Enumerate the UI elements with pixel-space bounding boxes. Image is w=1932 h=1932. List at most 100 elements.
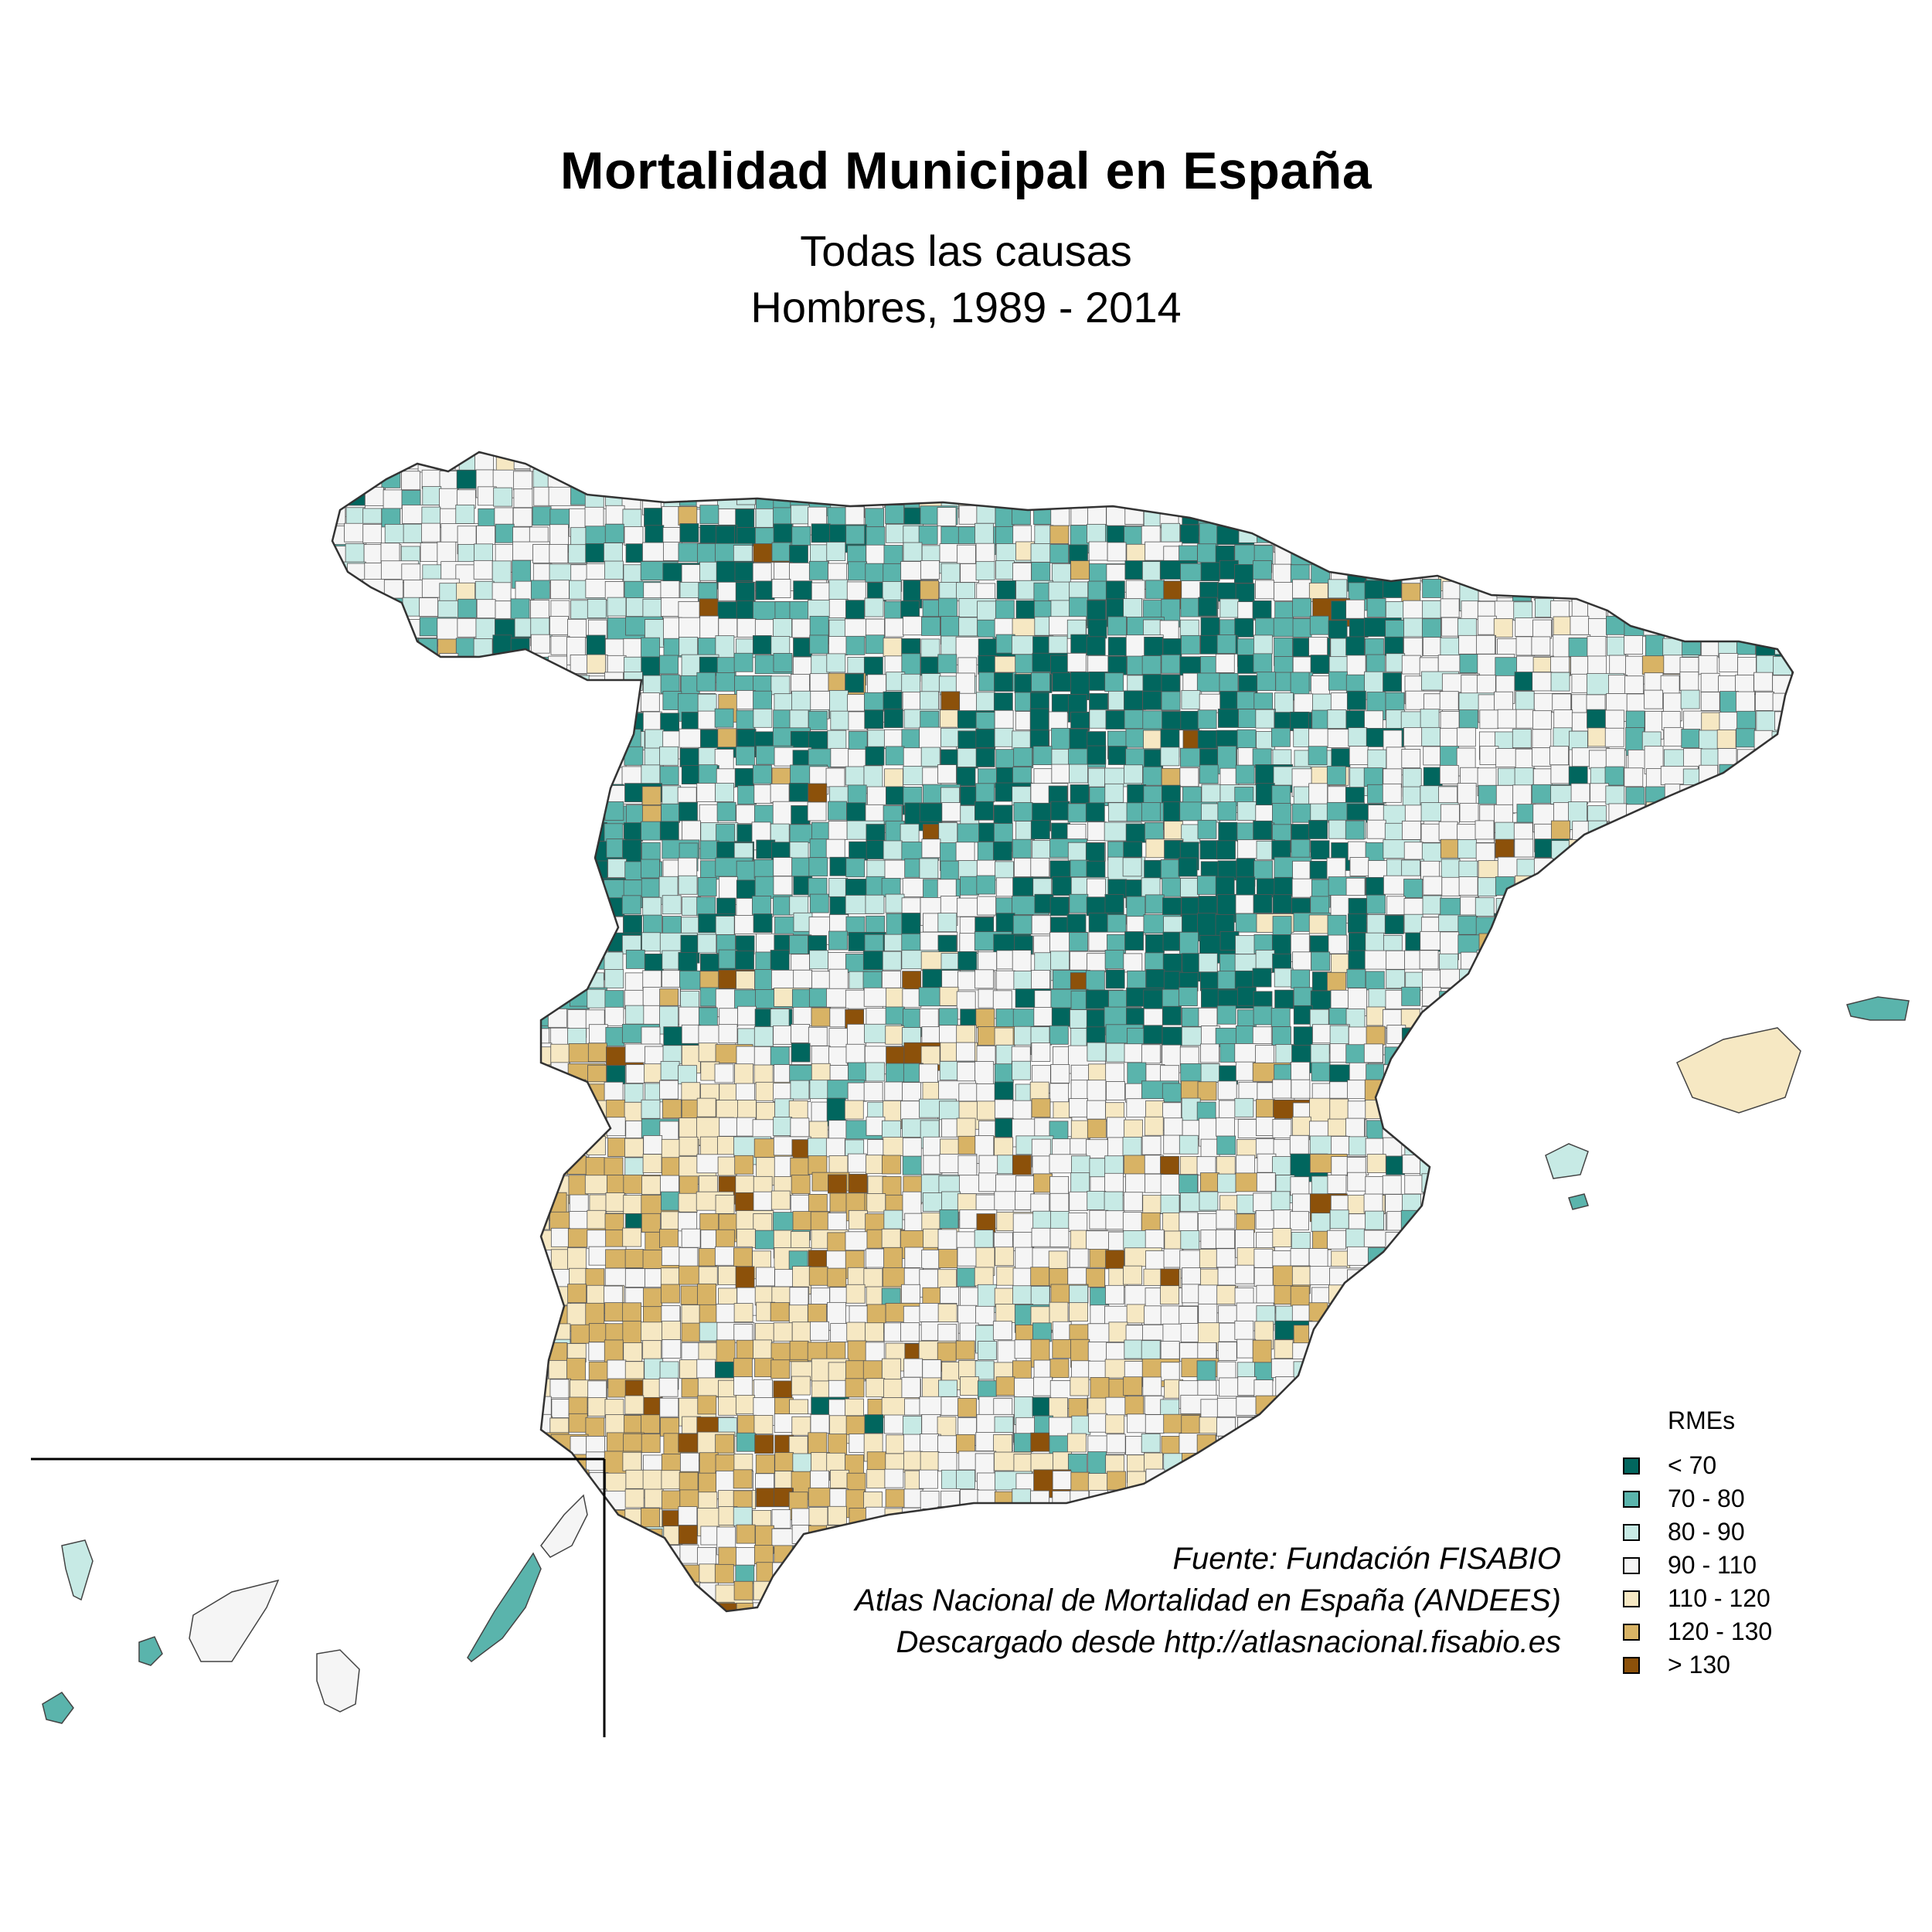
municipality — [495, 1155, 515, 1175]
municipality — [607, 859, 627, 878]
municipality — [1679, 1361, 1699, 1381]
municipality — [1515, 1321, 1534, 1351]
municipality — [1385, 1232, 1405, 1251]
municipality — [1441, 876, 1461, 896]
municipality — [1161, 654, 1181, 674]
municipality — [400, 1154, 420, 1174]
municipality — [345, 656, 384, 676]
municipality — [1604, 1192, 1624, 1213]
municipality — [994, 1027, 1014, 1047]
municipality — [679, 801, 698, 821]
municipality — [1660, 675, 1680, 695]
municipality — [1275, 470, 1295, 490]
municipality — [1516, 804, 1536, 824]
municipality — [494, 1230, 532, 1250]
municipality — [363, 452, 402, 470]
municipality — [308, 1543, 326, 1562]
municipality — [1549, 486, 1569, 506]
municipality — [733, 1358, 753, 1378]
municipality — [1736, 487, 1756, 507]
municipality — [735, 1175, 755, 1195]
municipality — [512, 1134, 532, 1164]
municipality — [1440, 1434, 1478, 1454]
municipality — [311, 1138, 329, 1157]
municipality — [793, 969, 813, 989]
municipality — [624, 1488, 645, 1509]
municipality — [419, 1377, 439, 1397]
municipality — [551, 708, 571, 728]
municipality — [1145, 1414, 1165, 1434]
municipality — [474, 1063, 494, 1083]
municipality — [1012, 838, 1032, 859]
municipality — [1402, 1489, 1422, 1509]
municipality — [995, 526, 1015, 546]
municipality — [1366, 1435, 1386, 1464]
municipality — [903, 1451, 923, 1471]
municipality — [920, 452, 940, 454]
municipality — [715, 1229, 735, 1249]
municipality — [1628, 876, 1665, 896]
municipality — [1365, 1376, 1403, 1396]
municipality — [1216, 1117, 1236, 1137]
municipality — [570, 914, 590, 934]
municipality — [808, 1121, 828, 1141]
municipality — [1142, 1376, 1162, 1396]
municipality — [1365, 542, 1385, 562]
municipality — [438, 1379, 458, 1399]
municipality — [698, 764, 718, 784]
municipality — [957, 951, 978, 971]
municipality — [883, 691, 903, 711]
municipality — [1347, 1361, 1367, 1389]
municipality — [1624, 1265, 1644, 1285]
municipality — [1753, 1321, 1792, 1341]
municipality — [1626, 970, 1646, 990]
municipality — [1775, 433, 1794, 451]
municipality — [1569, 953, 1607, 973]
municipality — [459, 968, 479, 988]
municipality — [1069, 1191, 1089, 1211]
municipality — [1532, 1228, 1570, 1248]
municipality — [308, 1454, 327, 1472]
municipality — [808, 857, 828, 877]
municipality — [420, 1265, 440, 1294]
municipality — [1682, 820, 1702, 849]
municipality — [1309, 487, 1329, 507]
municipality — [1568, 897, 1588, 917]
municipality — [847, 545, 867, 565]
municipality — [1274, 505, 1312, 524]
municipality — [810, 1321, 829, 1341]
municipality — [1663, 560, 1682, 580]
municipality — [531, 951, 550, 981]
municipality — [1049, 1227, 1070, 1247]
municipality — [1698, 504, 1718, 524]
municipality — [332, 897, 347, 917]
municipality — [1720, 601, 1758, 621]
municipality — [1717, 930, 1737, 951]
municipality — [1627, 526, 1647, 555]
municipality — [1739, 1324, 1777, 1344]
municipality — [438, 1250, 457, 1269]
municipality — [1180, 1323, 1200, 1342]
municipality — [1495, 1378, 1515, 1398]
municipality — [1123, 1192, 1143, 1212]
municipality — [1442, 526, 1461, 546]
municipality — [1532, 1433, 1570, 1453]
municipality — [308, 563, 327, 582]
municipality — [808, 877, 828, 897]
municipality — [1367, 452, 1386, 454]
municipality — [1700, 748, 1720, 768]
municipality — [1382, 1509, 1420, 1538]
municipality — [531, 1469, 551, 1489]
municipality — [733, 1323, 753, 1343]
municipality — [1570, 1471, 1590, 1491]
municipality — [1717, 523, 1737, 543]
municipality — [1458, 1266, 1496, 1286]
municipality — [362, 1026, 382, 1056]
municipality — [437, 934, 457, 954]
municipality — [476, 599, 496, 619]
municipality — [383, 822, 422, 842]
municipality — [365, 1546, 403, 1566]
municipality — [844, 1100, 864, 1120]
municipality — [400, 672, 420, 692]
municipality — [1106, 1342, 1125, 1362]
